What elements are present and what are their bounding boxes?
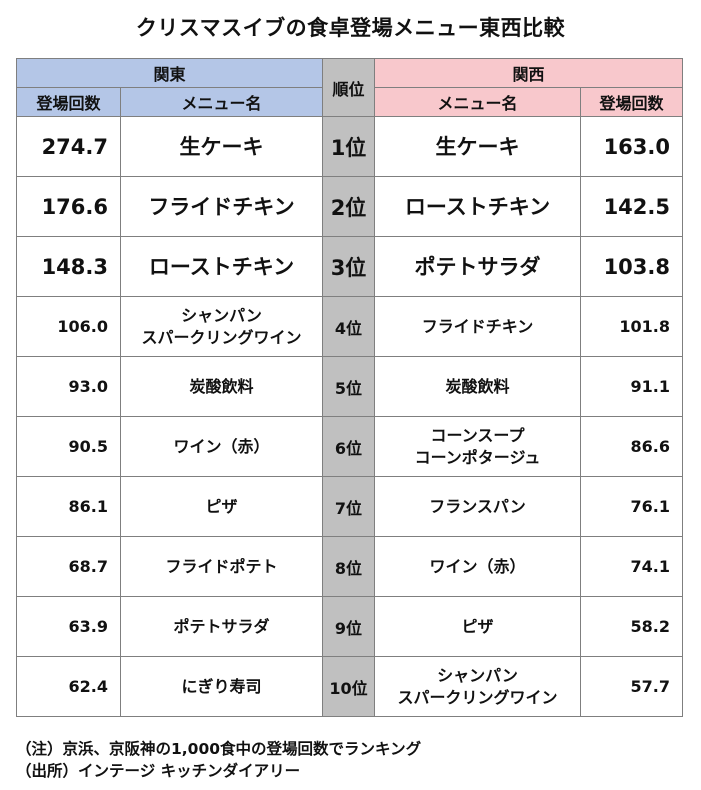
menu-line: シャンパン bbox=[437, 665, 518, 685]
kanto-count-cell: 62.4 bbox=[16, 656, 121, 717]
kansai-count-cell: 86.6 bbox=[580, 416, 683, 477]
menu-line: 生ケーキ bbox=[179, 134, 264, 159]
menu-line: シャンパン bbox=[181, 305, 262, 325]
menu-line: 炭酸飲料 bbox=[445, 376, 510, 396]
kansai-menu-cell: ローストチキン bbox=[374, 176, 581, 237]
kansai-menu-cell: シャンパン スパークリングワイン bbox=[374, 656, 581, 717]
kanto-menu-cell: 生ケーキ bbox=[120, 116, 323, 177]
rank-cell: 4位 bbox=[322, 296, 375, 357]
table-row: 93.0 炭酸飲料 5位 炭酸飲料 91.1 bbox=[16, 356, 683, 417]
kanto-menu-cell: ピザ bbox=[120, 476, 323, 537]
kanto-count-cell: 106.0 bbox=[16, 296, 121, 357]
kansai-menu-cell: 生ケーキ bbox=[374, 116, 581, 177]
menu-line: フライドポテト bbox=[165, 556, 278, 576]
kansai-count-cell: 74.1 bbox=[580, 536, 683, 597]
menu-line: コーンポタージュ bbox=[414, 447, 541, 467]
table-row: 148.3 ローストチキン 3位 ポテトサラダ 103.8 bbox=[16, 236, 683, 297]
table-row: 62.4 にぎり寿司 10位 シャンパン スパークリングワイン 57.7 bbox=[16, 656, 683, 717]
kansai-count-cell: 91.1 bbox=[580, 356, 683, 417]
table-row: 86.1 ピザ 7位 フランスパン 76.1 bbox=[16, 476, 683, 537]
kansai-count-cell: 58.2 bbox=[580, 596, 683, 657]
table-row: 274.7 生ケーキ 1位 生ケーキ 163.0 bbox=[16, 116, 683, 177]
kansai-count-cell: 101.8 bbox=[580, 296, 683, 357]
table-row: 90.5 ワイン（赤） 6位 コーンスープ コーンポタージュ 86.6 bbox=[16, 416, 683, 477]
kanto-menu-cell: ポテトサラダ bbox=[120, 596, 323, 657]
header-kanto: 関東 bbox=[16, 58, 323, 88]
rank-cell: 7位 bbox=[322, 476, 375, 537]
table-row: 63.9 ポテトサラダ 9位 ピザ 58.2 bbox=[16, 596, 683, 657]
menu-line: ピザ bbox=[461, 616, 494, 636]
menu-line: ローストチキン bbox=[148, 254, 295, 279]
menu-line: 炭酸飲料 bbox=[189, 376, 254, 396]
footnote-source: （出所）インテージ キッチンダイアリー bbox=[16, 762, 301, 780]
kansai-count-cell: 163.0 bbox=[580, 116, 683, 177]
rank-cell: 2位 bbox=[322, 176, 375, 237]
kanto-count-cell: 90.5 bbox=[16, 416, 121, 477]
kanto-count-cell: 148.3 bbox=[16, 236, 121, 297]
menu-line: スパークリングワイン bbox=[397, 687, 558, 707]
header-row-region: 関東 順位 関西 bbox=[16, 58, 683, 117]
kanto-menu-cell: シャンパン スパークリングワイン bbox=[120, 296, 323, 357]
kanto-count-cell: 274.7 bbox=[16, 116, 121, 177]
menu-line: ローストチキン bbox=[404, 194, 551, 219]
table-row: 106.0 シャンパン スパークリングワイン 4位 フライドチキン 101.8 bbox=[16, 296, 683, 357]
kanto-count-cell: 93.0 bbox=[16, 356, 121, 417]
page-title: クリスマスイブの食卓登場メニュー東西比較 bbox=[135, 16, 566, 40]
header-kanto-count: 登場回数 bbox=[16, 87, 121, 117]
menu-line: スパークリングワイン bbox=[141, 327, 302, 347]
table-row: 176.6 フライドチキン 2位 ローストチキン 142.5 bbox=[16, 176, 683, 237]
kansai-menu-cell: フライドチキン bbox=[374, 296, 581, 357]
kansai-count-cell: 103.8 bbox=[580, 236, 683, 297]
kanto-menu-cell: 炭酸飲料 bbox=[120, 356, 323, 417]
kansai-menu-cell: コーンスープ コーンポタージュ bbox=[374, 416, 581, 477]
menu-line: ポテトサラダ bbox=[173, 616, 270, 636]
kanto-menu-cell: ワイン（赤） bbox=[120, 416, 323, 477]
rank-cell: 1位 bbox=[322, 116, 375, 177]
kansai-menu-cell: ピザ bbox=[374, 596, 581, 657]
rank-cell: 3位 bbox=[322, 236, 375, 297]
kanto-count-cell: 63.9 bbox=[16, 596, 121, 657]
menu-line: にぎり寿司 bbox=[181, 676, 262, 696]
kansai-menu-cell: ワイン（赤） bbox=[374, 536, 581, 597]
header-kansai-count: 登場回数 bbox=[580, 87, 683, 117]
rank-cell: 6位 bbox=[322, 416, 375, 477]
menu-line: フランスパン bbox=[429, 496, 526, 516]
menu-line: フライドチキン bbox=[148, 194, 295, 219]
header-row-columns: 登場回数 メニュー名 メニュー名 登場回数 bbox=[16, 87, 683, 117]
header-rank: 順位 bbox=[322, 58, 375, 117]
kanto-menu-cell: にぎり寿司 bbox=[120, 656, 323, 717]
kansai-menu-cell: フランスパン bbox=[374, 476, 581, 537]
rank-cell: 8位 bbox=[322, 536, 375, 597]
header-kanto-menu: メニュー名 bbox=[120, 87, 323, 117]
header-kansai: 関西 bbox=[374, 58, 683, 88]
table-row: 68.7 フライドポテト 8位 ワイン（赤） 74.1 bbox=[16, 536, 683, 597]
menu-line: ピザ bbox=[205, 496, 238, 516]
footnote-note: （注）京浜、京阪神の1,000食中の登場回数でランキング bbox=[16, 740, 422, 758]
footnotes: （注）京浜、京阪神の1,000食中の登場回数でランキング （出所）インテージ キ… bbox=[16, 738, 421, 782]
kanto-count-cell: 176.6 bbox=[16, 176, 121, 237]
menu-line: コーンスープ bbox=[430, 425, 525, 445]
kanto-count-cell: 86.1 bbox=[16, 476, 121, 537]
kansai-count-cell: 76.1 bbox=[580, 476, 683, 537]
menu-line: ワイン（赤） bbox=[429, 556, 526, 576]
menu-line: ワイン（赤） bbox=[173, 436, 270, 456]
kansai-menu-cell: 炭酸飲料 bbox=[374, 356, 581, 417]
rank-cell: 9位 bbox=[322, 596, 375, 657]
kansai-menu-cell: ポテトサラダ bbox=[374, 236, 581, 297]
kanto-menu-cell: フライドチキン bbox=[120, 176, 323, 237]
header-kansai-menu: メニュー名 bbox=[374, 87, 581, 117]
kansai-count-cell: 57.7 bbox=[580, 656, 683, 717]
rank-cell: 5位 bbox=[322, 356, 375, 417]
kanto-menu-cell: フライドポテト bbox=[120, 536, 323, 597]
comparison-table: 関東 順位 関西 登場回数 メニュー名 メニュー名 登場回数 274.7 生ケーキ… bbox=[16, 58, 683, 717]
menu-line: フライドチキン bbox=[421, 316, 534, 336]
kanto-menu-cell: ローストチキン bbox=[120, 236, 323, 297]
menu-line: 生ケーキ bbox=[435, 134, 520, 159]
rank-cell: 10位 bbox=[322, 656, 375, 717]
menu-line: ポテトサラダ bbox=[414, 254, 541, 279]
kansai-count-cell: 142.5 bbox=[580, 176, 683, 237]
kanto-count-cell: 68.7 bbox=[16, 536, 121, 597]
